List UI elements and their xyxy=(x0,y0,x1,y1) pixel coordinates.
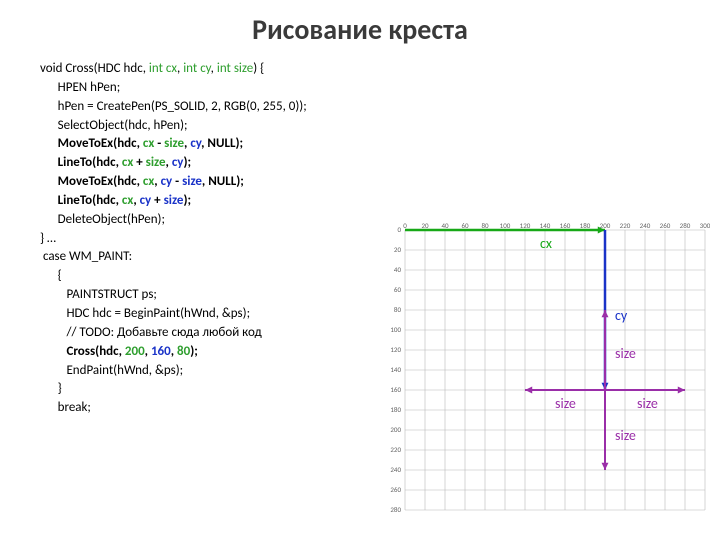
svg-text:240: 240 xyxy=(640,221,651,230)
svg-text:260: 260 xyxy=(390,485,401,494)
svg-text:40: 40 xyxy=(441,221,449,230)
svg-text:120: 120 xyxy=(390,345,401,354)
svg-text:60: 60 xyxy=(394,285,402,294)
code-l12: { xyxy=(40,268,62,283)
grid-diagram: 0204060801001201401601802002202402602803… xyxy=(380,220,710,530)
svg-text:size: size xyxy=(637,395,658,412)
svg-text:280: 280 xyxy=(680,221,691,230)
svg-text:size: size xyxy=(615,427,636,444)
svg-text:size: size xyxy=(555,395,576,412)
code-l10: } … xyxy=(40,231,56,246)
code-l13: PAINTSTRUCT ps; xyxy=(40,287,157,302)
svg-text:20: 20 xyxy=(394,245,402,254)
svg-text:160: 160 xyxy=(560,221,571,230)
code-l11: case WM_PAINT: xyxy=(40,249,132,264)
svg-text:140: 140 xyxy=(390,365,401,374)
svg-text:120: 120 xyxy=(520,221,531,230)
code-l14: HDC hdc = BeginPaint(hWnd, &ps); xyxy=(40,306,250,321)
code-l5: MoveToEx(hdc, cx - size, cy, NULL); xyxy=(40,136,243,151)
code-l1: void Cross(HDC hdc, int cx, int cy, int … xyxy=(40,61,264,76)
svg-text:0: 0 xyxy=(403,221,407,230)
svg-text:size: size xyxy=(615,345,636,362)
svg-text:220: 220 xyxy=(390,445,401,454)
slide-title: Рисование креста xyxy=(0,12,720,47)
code-l9: DeleteObject(hPen); xyxy=(40,212,165,227)
code-l6: LineTo(hdc, cx + size, cy); xyxy=(40,155,191,170)
svg-text:240: 240 xyxy=(390,465,401,474)
svg-text:100: 100 xyxy=(500,221,511,230)
svg-text:20: 20 xyxy=(421,221,429,230)
code-l19: break; xyxy=(40,400,91,415)
code-l8: LineTo(hdc, cx, cy + size); xyxy=(40,193,191,208)
svg-text:200: 200 xyxy=(390,425,401,434)
svg-text:180: 180 xyxy=(580,221,591,230)
svg-text:220: 220 xyxy=(620,221,631,230)
code-l17: EndPaint(hWnd, &ps); xyxy=(40,363,183,378)
code-block: void Cross(HDC hdc, int cx, int cy, int … xyxy=(40,60,380,418)
code-l18: } xyxy=(40,381,62,396)
code-l15: // TODO: Добавьте сюда любой код xyxy=(40,325,262,340)
svg-text:260: 260 xyxy=(660,221,671,230)
svg-text:0: 0 xyxy=(397,225,401,234)
svg-text:140: 140 xyxy=(540,221,551,230)
svg-text:280: 280 xyxy=(390,505,401,514)
svg-text:180: 180 xyxy=(390,405,401,414)
svg-text:80: 80 xyxy=(394,305,402,314)
svg-text:160: 160 xyxy=(390,385,401,394)
svg-text:100: 100 xyxy=(390,325,401,334)
svg-text:300: 300 xyxy=(700,221,710,230)
svg-text:cx: cx xyxy=(540,235,552,252)
code-l2: HPEN hPen; xyxy=(40,80,120,95)
code-l16: Cross(hdc, 200, 160, 80); xyxy=(40,344,198,359)
svg-text:cy: cy xyxy=(615,307,628,324)
svg-text:80: 80 xyxy=(481,221,489,230)
svg-text:60: 60 xyxy=(461,221,469,230)
code-l3: hPen = CreatePen(PS_SOLID, 2, RGB(0, 255… xyxy=(40,99,307,114)
code-l4: SelectObject(hdc, hPen); xyxy=(40,118,188,133)
svg-text:40: 40 xyxy=(394,265,402,274)
code-l7: MoveToEx(hdc, cx, cy - size, NULL); xyxy=(40,174,244,189)
